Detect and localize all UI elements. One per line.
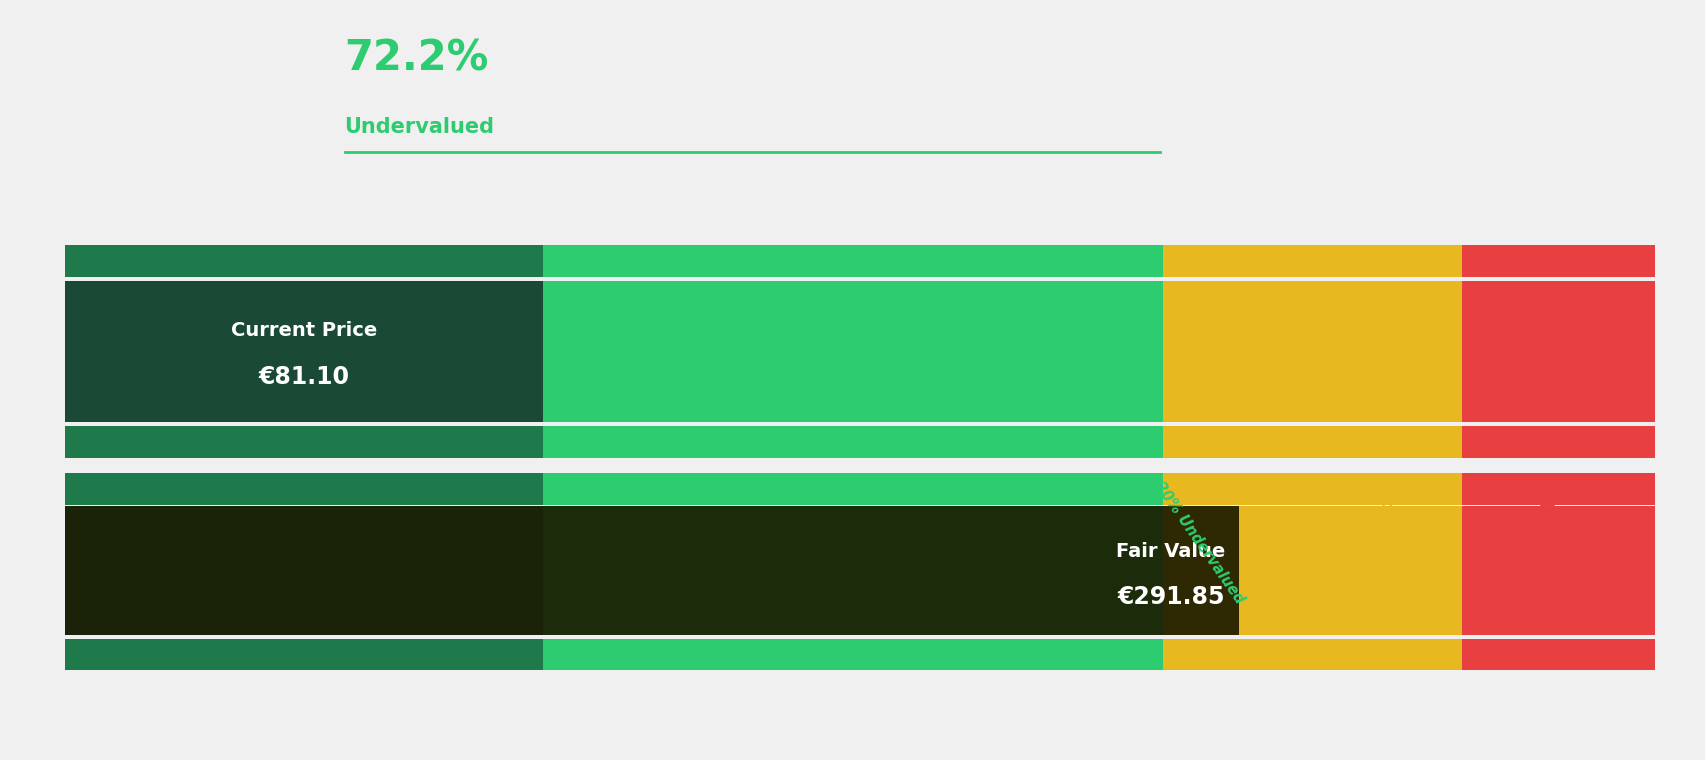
Bar: [542, 473, 1163, 505]
Bar: [1461, 473, 1654, 505]
Bar: [1461, 639, 1654, 670]
Bar: [542, 281, 1163, 422]
Text: €81.10: €81.10: [257, 365, 350, 389]
Bar: [1163, 281, 1299, 422]
Bar: [65, 281, 542, 422]
Text: Fair Value: Fair Value: [1115, 542, 1224, 561]
Bar: [1461, 245, 1654, 277]
Bar: [65, 506, 542, 635]
Bar: [1299, 639, 1461, 670]
Bar: [542, 245, 1163, 277]
Bar: [1163, 245, 1299, 277]
Bar: [1299, 281, 1461, 422]
Text: 72.2%: 72.2%: [344, 38, 489, 80]
Text: €291.85: €291.85: [1117, 584, 1224, 609]
Bar: [1299, 506, 1461, 635]
Bar: [65, 473, 542, 505]
Bar: [65, 281, 542, 422]
Bar: [1461, 426, 1654, 458]
Bar: [1163, 473, 1299, 505]
Bar: [1299, 426, 1461, 458]
Bar: [1299, 245, 1461, 277]
Text: 20% Overvalued: 20% Overvalued: [1523, 479, 1611, 597]
Text: Current Price: Current Price: [230, 321, 377, 340]
Text: 20% Undervalued: 20% Undervalued: [1151, 479, 1246, 606]
Text: Undervalued: Undervalued: [344, 117, 494, 137]
Bar: [65, 639, 542, 670]
Bar: [1299, 473, 1461, 505]
Bar: [542, 426, 1163, 458]
Bar: [542, 506, 1163, 635]
Bar: [1461, 506, 1654, 635]
Text: About Right: About Right: [1366, 479, 1434, 568]
Bar: [1163, 506, 1299, 635]
Bar: [65, 506, 1238, 635]
Bar: [1163, 426, 1299, 458]
Bar: [65, 426, 542, 458]
Bar: [1461, 281, 1654, 422]
Bar: [1163, 639, 1299, 670]
Bar: [542, 639, 1163, 670]
Bar: [65, 245, 542, 277]
